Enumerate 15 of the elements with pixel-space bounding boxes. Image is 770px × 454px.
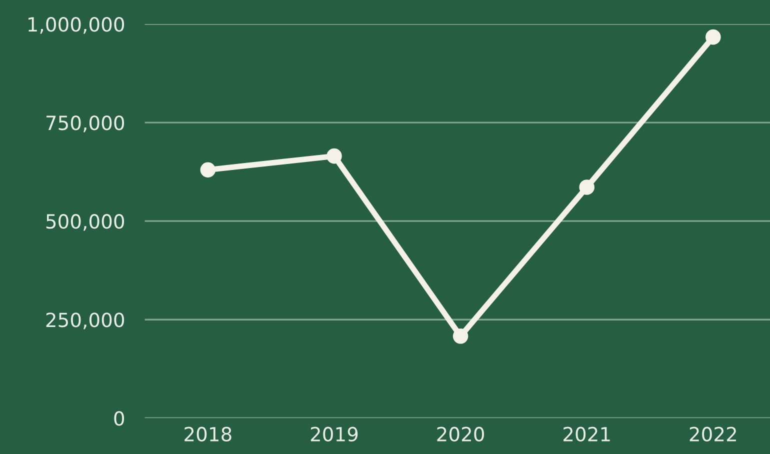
point bbox=[326, 148, 342, 164]
x-tick-label: 2018 bbox=[184, 426, 232, 442]
y-tick-label: 250,000 bbox=[46, 312, 124, 330]
point bbox=[452, 328, 468, 344]
x-tick-label: 2022 bbox=[690, 426, 736, 442]
point bbox=[200, 162, 216, 178]
y-tick-label: 1,000,000 bbox=[28, 17, 124, 34]
y-tick-label: 750,000 bbox=[46, 116, 124, 132]
x-tick-label: 2019 bbox=[310, 426, 358, 442]
y-tick-label: 500,000 bbox=[46, 214, 124, 231]
x-tick-label: 2020 bbox=[437, 426, 484, 442]
y-tick-label: 0 bbox=[114, 411, 124, 426]
point bbox=[579, 180, 594, 195]
x-tick-label: 2021 bbox=[564, 426, 610, 442]
point bbox=[706, 29, 721, 45]
